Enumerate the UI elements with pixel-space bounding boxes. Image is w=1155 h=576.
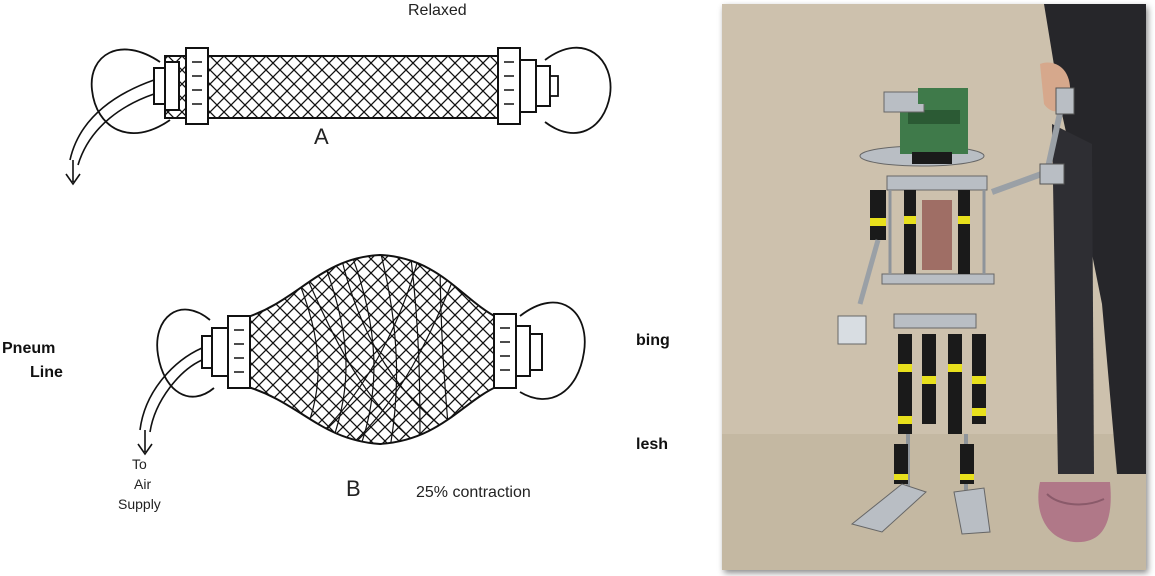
air-supply-label-line3: Supply <box>118 496 161 512</box>
mesh-label: lesh <box>636 436 669 453</box>
robot-right-arm <box>990 87 1075 195</box>
robot-photo <box>722 4 1146 570</box>
air-supply-label-line2: Air <box>134 476 152 492</box>
sock <box>1038 482 1111 543</box>
robot-left-arm <box>837 190 886 345</box>
muscle-contracted <box>137 253 586 456</box>
robot-head <box>859 88 985 167</box>
pneumatic-line-label-line1: Pneum <box>2 340 56 357</box>
state-b-letter: B <box>346 476 361 501</box>
pneumatic-line-label-line2: Line <box>30 364 63 381</box>
relaxed-caption: Relaxed <box>408 2 467 19</box>
air-supply-label-line1: To <box>132 456 147 472</box>
contraction-caption: 25% contraction <box>416 484 531 501</box>
person-leg <box>1044 4 1146 474</box>
muscle-diagram <box>65 46 612 456</box>
robot-feet <box>850 483 991 535</box>
robot-torso <box>881 175 995 329</box>
muscle-relaxed <box>65 46 612 186</box>
robot-illustration <box>722 4 1146 570</box>
state-a-letter: A <box>314 124 329 149</box>
tubing-label: bing <box>636 332 670 349</box>
robot-legs <box>894 334 986 494</box>
